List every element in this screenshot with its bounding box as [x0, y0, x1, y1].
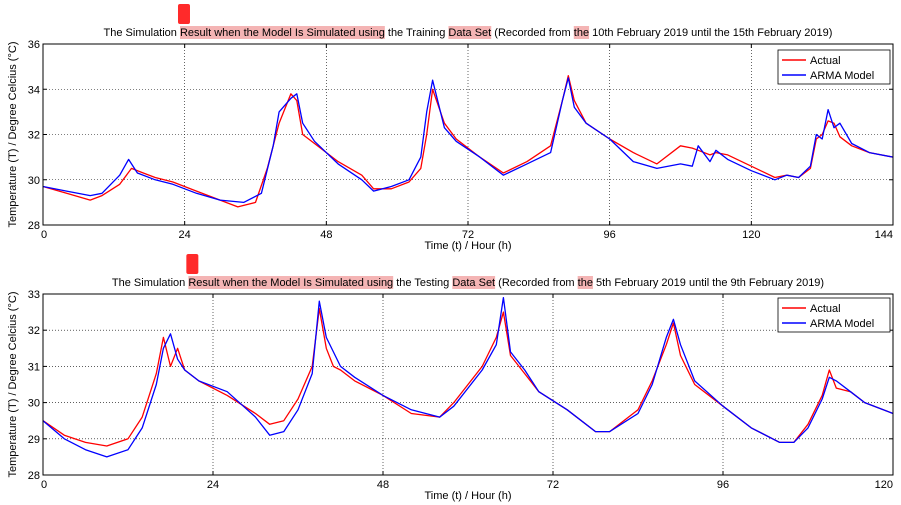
axes-box — [42, 293, 894, 476]
legend-label: Actual — [810, 55, 841, 67]
y-tick-label: 36 — [28, 39, 40, 51]
y-tick-label: 28 — [28, 220, 40, 232]
legend-box — [777, 49, 891, 85]
title-highlight-box — [573, 26, 590, 39]
series-arma-model-line — [42, 296, 894, 458]
title-text: The Simulation — [112, 277, 188, 289]
legend: Actual ARMA Model — [777, 297, 891, 333]
x-tick-label: 120 — [742, 229, 760, 241]
x-tick-label: 144 — [875, 229, 893, 241]
y-tick-label: 34 — [28, 84, 40, 96]
y-tick-label: 30 — [28, 398, 40, 410]
x-tick-label: 120 — [875, 479, 893, 491]
y-axis-label: Temperature (T) / Degree Celcius (°C) — [7, 292, 19, 478]
title-highlighted-text: the — [574, 27, 589, 39]
title-highlight-box — [452, 276, 496, 289]
chart-title: The Simulation Result when the Model Is … — [104, 27, 833, 39]
title-highlighted-text: Result when the Model Is Simulated using — [188, 277, 393, 289]
title-highlight-box — [577, 276, 593, 289]
annotation-marker — [186, 254, 199, 274]
chart-1: 0 24 48 72 96 120 144 28 30 32 34 36 The Simulation … — [7, 4, 894, 252]
x-axis-label: Time (t) / Hour (h) — [425, 490, 512, 502]
y-tick-label: 31 — [28, 361, 40, 373]
legend-label: ARMA Model — [810, 318, 874, 330]
y-tick-label: 32 — [28, 325, 40, 337]
x-tick-label: 24 — [207, 479, 219, 491]
title-text: the Testing — [393, 277, 452, 289]
annotation-marker — [177, 4, 190, 24]
x-axis-label: Time (t) / Hour (h) — [425, 240, 512, 252]
y-tick-label: 30 — [28, 175, 40, 187]
legend-label: ARMA Model — [810, 70, 874, 82]
y-axis-label: Temperature (T) / Degree Celcius (°C) — [7, 42, 19, 228]
series-arma-model-line — [42, 77, 894, 204]
x-tick-label: 72 — [462, 229, 474, 241]
x-tick-label: 48 — [320, 229, 332, 241]
y-tick-label: 29 — [28, 434, 40, 446]
title-text: 10th February 2019 until the 15th Februa… — [589, 27, 832, 39]
x-tick-label: 24 — [179, 229, 191, 241]
title-highlighted-text: Data Set — [452, 277, 495, 289]
title-highlight-box — [179, 26, 385, 39]
y-tick-label: 33 — [28, 289, 40, 301]
y-tick-label: 32 — [28, 130, 40, 142]
y-tick-label: 28 — [28, 470, 40, 482]
legend-label: Actual — [810, 303, 841, 315]
x-tick-label: 48 — [377, 479, 389, 491]
title-text: the Training — [385, 27, 449, 39]
title-highlight-box — [448, 26, 492, 39]
title-text: 5th February 2019 until the 9th February… — [593, 277, 824, 289]
x-tick-label: 72 — [547, 479, 559, 491]
title-text: The Simulation — [104, 27, 180, 39]
x-tick-label: 96 — [604, 229, 616, 241]
legend-box — [777, 297, 891, 333]
title-highlighted-text: Data Set — [448, 27, 491, 39]
title-text: (Recorded from — [495, 277, 578, 289]
title-highlighted-text: Result when the Model Is Simulated using — [180, 27, 385, 39]
chart-2: 0 24 48 72 96 120 28 29 30 31 32 33 The Simulation R… — [7, 254, 894, 502]
legend: Actual ARMA Model — [777, 49, 891, 85]
chart-title: The Simulation Result when the Model Is … — [112, 277, 824, 289]
title-highlight-box — [188, 276, 394, 289]
x-tick-label: 96 — [717, 479, 729, 491]
title-text: (Recorded from — [491, 27, 574, 39]
x-tick-label: 0 — [41, 229, 47, 241]
x-tick-label: 0 — [41, 479, 47, 491]
title-highlighted-text: the — [578, 277, 593, 289]
